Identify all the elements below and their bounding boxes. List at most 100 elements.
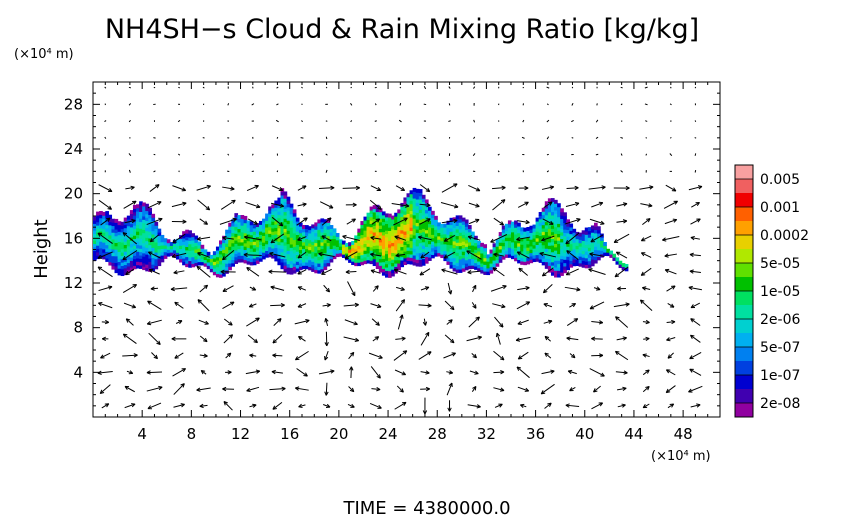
cloud-cell [105,254,109,259]
cloud-cell [388,267,392,272]
cloud-cell [517,239,521,244]
cloud-cell [117,227,122,232]
cloud-cell [360,234,365,239]
cloud-cell [458,262,463,267]
cloud-cell [311,267,315,272]
wind-vector-head [302,202,307,207]
cloud-cell [418,199,423,204]
cloud-cell [378,218,383,223]
cloud-cell [348,258,352,263]
cloud-cell [406,250,411,255]
cloud-cell [394,226,398,231]
cloud-cell [298,225,303,230]
cloud-cell [243,222,248,227]
cloud-cell [400,209,405,214]
wind-vector-head [349,351,355,357]
cloud-cell [412,221,417,226]
wind-vector-head [277,318,282,323]
wind-vector-head [122,333,128,338]
cloud-cell [234,239,239,244]
cloud-cell [584,234,589,239]
cloud-cell [188,243,192,248]
wind-vector [123,333,137,344]
cloud-cell [93,253,97,258]
cloud-cell [314,229,318,234]
wind-vector [300,120,304,122]
wind-vector [517,386,529,392]
cloud-cell [400,206,405,211]
cloud-cell [157,258,162,263]
wind-vector-head [229,301,235,306]
cloud-cell [421,238,426,243]
cloud-cell [151,227,156,232]
cloud-cell [529,242,534,247]
wind-vector [424,153,426,156]
cloud-cell [560,235,564,240]
cloud-cell [295,247,300,252]
wind-vector-head [158,385,163,391]
cloud-cell [563,239,567,244]
cloud-cell [418,229,423,234]
cloud-cell [311,254,315,259]
wind-vector [466,336,482,342]
cloud-cell [554,233,558,238]
cloud-cell [378,261,383,266]
cloud-cell [584,264,589,269]
cloud-cell [348,255,352,260]
cloud-cell [541,244,546,249]
cloud-cell [317,263,322,267]
cloud-cell [108,258,113,263]
cloud-cell [120,245,125,250]
cloud-cell [108,224,113,229]
wind-vector-head [673,200,678,205]
cloud-cell [554,240,558,244]
cloud-cell [262,235,266,240]
cloud-cell [231,222,235,227]
cloud-cell [544,241,549,246]
cloud-cell [520,230,524,235]
cloud-cell [458,228,463,233]
cloud-cell [246,237,251,242]
cloud-cell [317,259,322,264]
wind-vector [420,332,430,346]
cloud-cell [378,208,383,213]
cloud-cell [249,251,254,256]
cloud-cell [338,246,343,251]
cloud-cell [120,268,125,273]
wind-vector-head [541,272,547,277]
wind-vector [688,185,703,191]
cloud-cell [139,231,143,236]
cloud-cell [120,228,125,233]
cloud-cell [96,248,100,253]
wind-vector-head [599,353,604,358]
wind-vector [642,386,650,393]
cloud-cell [406,253,411,258]
cloud-cell [255,239,260,244]
cloud-cell [169,248,174,253]
cloud-cell [489,259,494,264]
cloud-cell [292,226,297,231]
cloud-cell [520,244,524,249]
cloud-cell [541,248,546,252]
cloud-cell [480,252,484,257]
wind-vector-head [614,350,620,356]
cloud-cell [557,203,561,208]
wind-vector [371,318,380,326]
cloud-cell [501,238,506,243]
cloud-cell [421,231,426,236]
cloud-cell [523,231,527,235]
wind-vector [517,220,530,224]
wind-vector [517,201,529,208]
wind-vector-head [107,188,113,193]
cloud-cell [283,198,288,203]
cloud-cell [554,263,558,268]
cloud-cell [452,244,457,249]
cloud-cell [409,260,414,265]
cloud-cell [308,232,312,237]
cloud-cell [606,252,610,257]
cloud-cell [560,215,564,219]
cloud-cell [332,228,337,233]
wind-vector [419,218,431,225]
wind-vector [227,103,230,106]
cloud-cell [329,238,334,243]
